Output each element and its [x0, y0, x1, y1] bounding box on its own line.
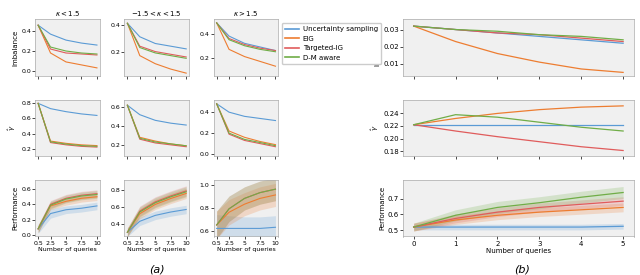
Title: $\kappa < 1.5$: $\kappa < 1.5$	[55, 9, 80, 18]
Text: (a): (a)	[149, 264, 164, 274]
Title: $-1.5 < \kappa < 1.5$: $-1.5 < \kappa < 1.5$	[131, 9, 182, 18]
Y-axis label: Performance: Performance	[379, 186, 385, 230]
Y-axis label: $\hat{\gamma}$: $\hat{\gamma}$	[7, 125, 19, 131]
Y-axis label: Imbalance: Imbalance	[374, 29, 381, 66]
X-axis label: Number of queries: Number of queries	[127, 247, 186, 252]
Title: $\kappa > 1.5$: $\kappa > 1.5$	[234, 9, 259, 18]
Y-axis label: $\hat{\gamma}$: $\hat{\gamma}$	[369, 125, 381, 131]
X-axis label: Number of queries: Number of queries	[486, 248, 551, 254]
X-axis label: Number of queries: Number of queries	[217, 247, 275, 252]
Text: (b): (b)	[514, 264, 529, 274]
X-axis label: Number of queries: Number of queries	[38, 247, 97, 252]
Y-axis label: Performance: Performance	[12, 186, 19, 230]
Legend: Uncertainty sampling, EIG, Targeted-IG, D-M aware: Uncertainty sampling, EIG, Targeted-IG, …	[282, 23, 381, 64]
Y-axis label: Imbalance: Imbalance	[12, 29, 19, 66]
